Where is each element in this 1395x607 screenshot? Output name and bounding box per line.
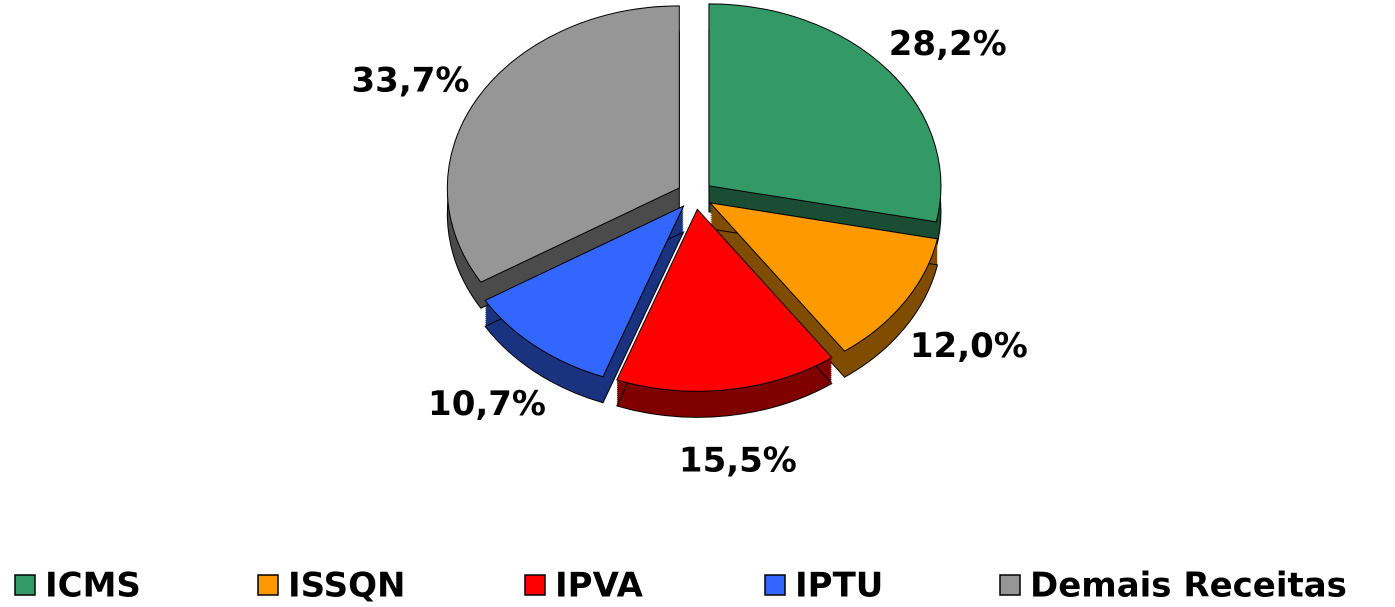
legend-label: IPTU [795, 566, 883, 606]
slice-side-edge [616, 234, 833, 418]
legend-label: ISSQN [288, 566, 405, 606]
data-label: 10,7% [428, 384, 546, 424]
slice [616, 208, 833, 392]
data-label: 28,2% [889, 24, 1007, 64]
legend-swatch [14, 574, 36, 596]
data-label: 15,5% [679, 441, 797, 481]
data-label: 12,0% [910, 326, 1028, 366]
legend-swatch [257, 574, 279, 596]
slice [484, 205, 685, 378]
legend-swatch [999, 574, 1021, 596]
slice [446, 5, 680, 283]
legend-swatch [524, 574, 546, 596]
legend-label: Demais Receitas [1030, 566, 1347, 606]
legend-label: ICMS [45, 566, 141, 606]
legend-label: IPVA [555, 566, 644, 606]
data-label: 33,7% [352, 61, 470, 101]
slice-side-edge [708, 228, 939, 378]
legend-swatch [764, 574, 786, 596]
slice [708, 202, 939, 352]
slice [708, 3, 942, 223]
slice-side-edge [484, 231, 685, 404]
